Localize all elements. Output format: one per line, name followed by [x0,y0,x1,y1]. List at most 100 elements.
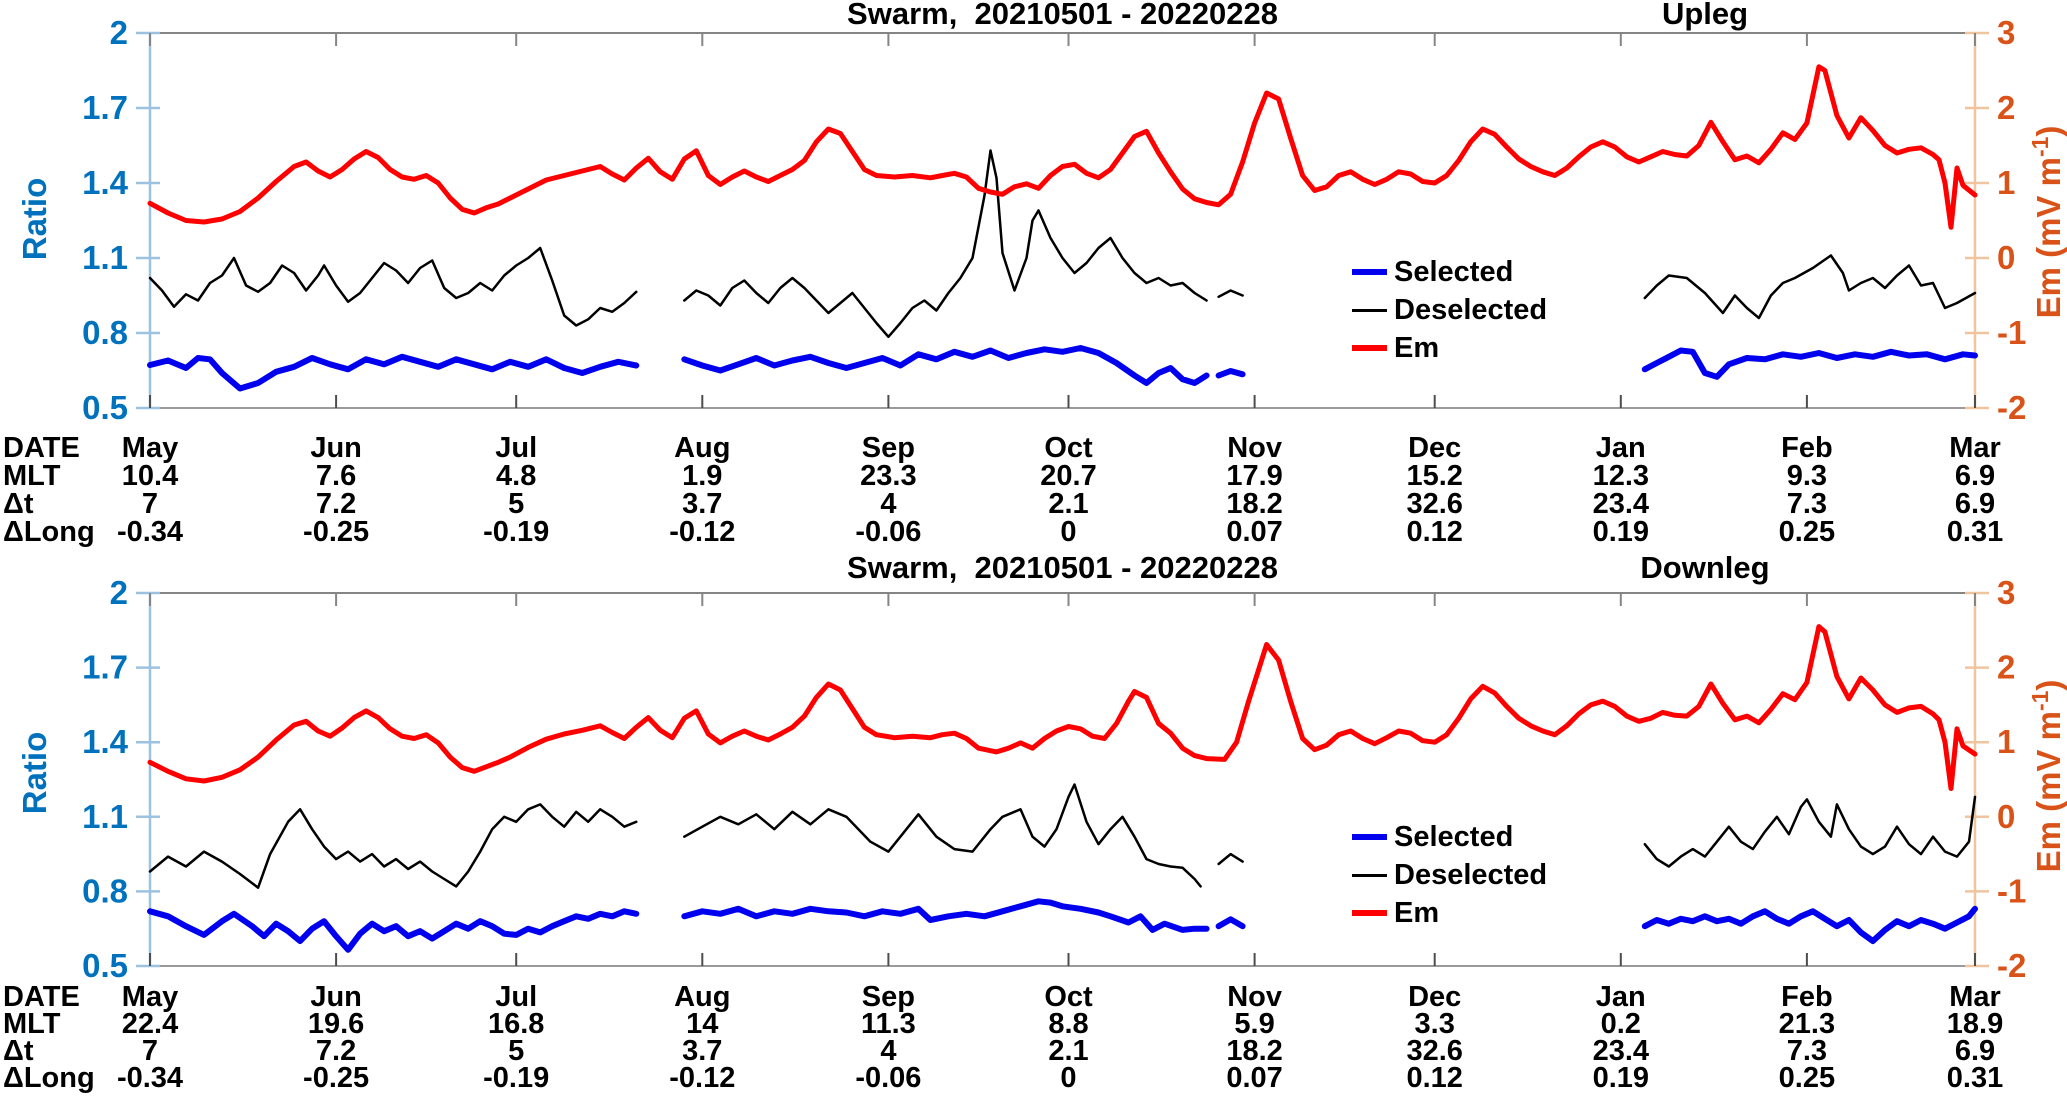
em-line-swatch [1352,910,1387,916]
x-axis-value-mlt: 5.9 [1234,1008,1275,1040]
deselected-line [148,803,638,889]
row-header-dt: Δt [3,1035,34,1067]
selected-line [1215,368,1246,379]
x-axis-value-δt: 4 [880,488,897,520]
x-axis-value-date: Feb [1781,981,1833,1013]
x-axis-value-mlt: 4.8 [496,460,537,492]
ratio-tick-label: 0.8 [82,872,128,909]
x-axis-value-mlt: 0.2 [1600,1008,1641,1040]
x-axis-value-mlt: 6.9 [1954,460,1996,492]
row-header-dt: Δt [3,488,34,520]
legend-label-em: Em [1394,331,1440,364]
legend-label-selected: Selected [1394,820,1514,853]
em-line [147,64,1978,230]
x-axis-value-δt: 4 [880,1035,897,1067]
em-line [147,624,1978,791]
x-axis-value-δlong: 0.19 [1592,516,1650,548]
x-axis-value-mlt: 3.3 [1414,1008,1455,1040]
legend-item-selected: Selected [1352,818,1547,856]
x-axis-value-δt: 2.1 [1048,488,1089,520]
x-axis-value-δlong: 0.07 [1226,516,1283,548]
selected-line [147,353,640,392]
selected-line [1215,916,1246,930]
x-axis-value-δt: 5 [508,1035,525,1067]
em-tick-label: -1 [1997,872,2026,909]
x-axis-value-δlong: 0.19 [1592,1062,1650,1094]
x-axis-value-δlong: 0.25 [1778,516,1836,548]
x-axis-value-δt: 6.9 [1954,1035,1996,1067]
downleg-panel: 2 1.7 1.4 1.1 0.8 0.5 3 2 1 0 -1 -2 Swarm, 20210501… [0,550,2067,1107]
row-header-mlt: MLT [3,460,61,492]
x-axis-value-δt: 7 [141,488,159,520]
x-axis-value-δt: 3.7 [682,1035,723,1067]
legend: Selected Deselected Em [1352,818,1547,932]
x-axis-value-mlt: 1.9 [682,460,723,492]
deselected-line [148,246,638,327]
x-axis-value-date: May [121,432,179,464]
ratio-tick-label: 1.7 [82,649,128,686]
row-header-date: DATE [3,432,80,464]
em-axis-label-text: Em (mV m [2030,157,2067,319]
em-axis-label-superscript: -1 [2027,690,2053,712]
leg-direction-label: Downleg [1640,550,1770,585]
em-tick-label: -2 [1997,947,2026,984]
legend-label-deselected: Deselected [1394,858,1548,891]
x-axis-value-δlong: -0.19 [483,1062,550,1094]
legend-item-selected: Selected [1352,253,1547,291]
x-axis-value-date: Jun [310,981,362,1013]
deselected-line [1217,289,1244,299]
selected-line [681,345,1210,386]
x-axis-value-mlt: 14 [686,1008,719,1040]
x-axis-value-δlong: -0.34 [116,516,184,548]
x-axis-value-date: Jun [310,432,362,464]
x-axis-value-date: Feb [1781,432,1833,464]
legend-label-deselected: Deselected [1394,293,1548,326]
deselected-line [683,149,1208,339]
x-axis-value-mlt: 12.3 [1592,460,1650,492]
em-tick-label: 3 [1997,14,2015,51]
x-axis-value-δt: 2.1 [1048,1035,1089,1067]
x-axis-value-mlt: 9.3 [1786,460,1828,492]
x-axis-value-δlong: -0.12 [669,516,736,548]
x-axis-value-δt: 3.7 [682,488,723,520]
x-axis-value-date: Aug [674,432,731,464]
x-axis-value-date: Mar [1949,981,2001,1013]
x-axis-value-date: May [121,981,179,1013]
x-axis-value-mlt: 21.3 [1778,1008,1836,1040]
downleg-plot-svg: 2 1.7 1.4 1.1 0.8 0.5 3 2 1 0 -1 -2 [82,574,2026,984]
em-axis-label-close: ) [2030,679,2067,691]
x-axis-value-mlt: 7.6 [315,460,357,492]
selected-line [681,898,1210,933]
em-tick-label: 0 [1997,239,2015,276]
em-tick-label: 1 [1997,164,2015,201]
em-axis-label-close: ) [2030,125,2067,137]
em-line-swatch [1352,345,1387,351]
x-axis-value-δlong: 0.12 [1406,516,1463,548]
x-axis-value-δt: 23.4 [1592,488,1650,520]
legend-label-em: Em [1394,896,1440,929]
x-axis-value-δt: 23.4 [1592,1035,1650,1067]
em-tick-label: 3 [1997,574,2015,611]
x-axis-value-δlong: 0.12 [1406,1062,1463,1094]
legend-label-selected: Selected [1394,255,1514,288]
legend-item-em: Em [1352,329,1547,367]
x-axis-value-δt: 32.6 [1406,488,1463,520]
ratio-axis-label: Ratio [16,177,53,261]
upleg-plot-svg: 2 1.7 1.4 1.1 0.8 0.5 3 2 1 0 -1 -2 [82,14,2026,426]
ratio-tick-label: 1.7 [82,89,128,126]
selected-line [1641,905,1978,945]
x-axis-value-mlt: 8.8 [1048,1008,1089,1040]
x-axis-value-mlt: 16.8 [487,1008,545,1040]
x-axis-value-mlt: 11.3 [860,1008,916,1040]
x-axis-value-mlt: 18.9 [1946,1008,2004,1040]
x-axis-value-date: Nov [1227,981,1282,1013]
x-axis-value-date: Dec [1408,981,1462,1013]
leg-direction-label: Upleg [1661,0,1749,31]
deselected-line [1643,795,1977,868]
x-axis-value-δlong: 0.31 [1946,1062,2004,1094]
x-axis-value-mlt: 15.2 [1406,460,1463,492]
panel-title: Swarm, 20210501 - 20220228 [847,0,1278,31]
x-axis-value-mlt: 17.9 [1226,460,1283,492]
x-axis-value-date: Oct [1044,981,1093,1013]
